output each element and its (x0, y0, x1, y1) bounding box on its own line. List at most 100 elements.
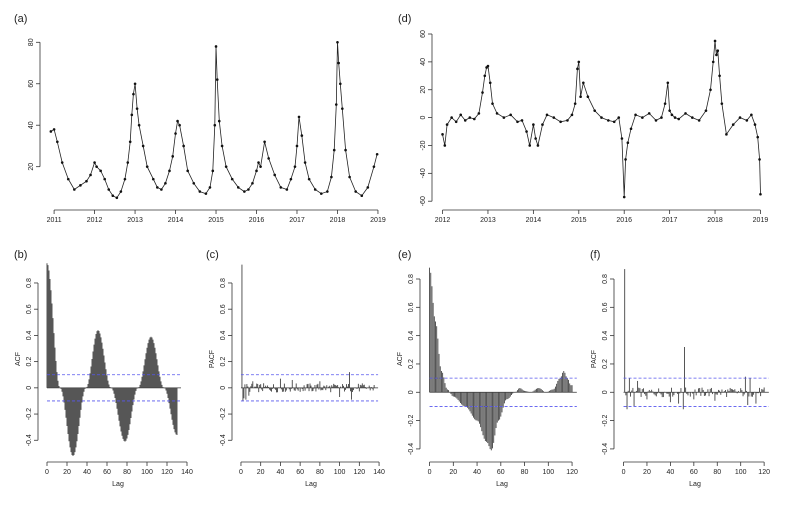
data-point (617, 116, 621, 119)
x-tick-label: 40 (666, 469, 674, 476)
x-tick-label: 2013 (480, 217, 496, 224)
data-point (285, 188, 289, 191)
data-point (208, 186, 212, 189)
data-point (103, 177, 106, 181)
x-tick-label: 2013 (127, 217, 143, 224)
x-tick-label: 0 (45, 469, 49, 476)
x-tick-label: 80 (316, 469, 324, 476)
data-point (654, 119, 658, 122)
x-tick-label: 80 (521, 469, 529, 476)
y-axis-title-e: ACF (397, 352, 404, 366)
y-tick-label: 0.6 (220, 304, 227, 314)
y-tick-label: -20 (420, 140, 427, 150)
y-tick-label: 40 (420, 58, 427, 66)
x-tick-label: 20 (643, 469, 651, 476)
data-point (66, 177, 70, 181)
data-point (593, 109, 596, 112)
data-point (326, 190, 329, 193)
data-point (178, 123, 181, 127)
y-tick-label: 0.2 (220, 357, 227, 367)
data-point (215, 78, 219, 81)
data-point (247, 188, 250, 191)
panel-e: (e) -0.4 -0.2 0 0.2 0.4 0.6 0.8 0 20 40 60 80 100 120 L… (397, 249, 578, 488)
panel-label-e: (e) (398, 249, 411, 261)
data-point (332, 148, 336, 152)
data-point (213, 123, 217, 127)
x-tick-label: 0 (239, 469, 243, 476)
data-point (300, 134, 304, 137)
x-tick-label: 2017 (289, 217, 305, 224)
data-point (673, 116, 677, 119)
x-tick-label: 2016 (249, 217, 265, 224)
y-tick-label: 0 (220, 386, 227, 390)
data-point (582, 81, 585, 85)
data-point (459, 113, 463, 117)
data-point (176, 119, 179, 123)
data-point (198, 190, 202, 193)
data-point (243, 190, 246, 193)
x-tick-label: 60 (690, 469, 698, 476)
data-point (566, 119, 569, 122)
y-tick-label: 20 (28, 163, 35, 171)
x-tick-label: 0 (622, 469, 626, 476)
data-point (366, 186, 370, 189)
x-tick-label: 60 (497, 469, 505, 476)
panel-f: (f) -0.4 -0.2 0 0.2 0.4 0.6 0.8 0 20 40 60 80 100 120 L… (590, 249, 770, 488)
data-point (711, 60, 715, 64)
panel-a: (a) 20 40 60 80 2011 2012 2013 2014 2015 2016 2017 2… (14, 13, 386, 224)
data-point (486, 64, 490, 68)
data-point (93, 161, 96, 164)
data-point (607, 119, 610, 122)
y-tick-label: 20 (420, 86, 427, 94)
data-point (663, 102, 667, 105)
data-point (579, 95, 582, 99)
data-point (441, 133, 444, 136)
x-axis-title-b: Lag (112, 481, 124, 488)
data-point (130, 113, 134, 117)
data-point (217, 119, 221, 123)
x-axis-title-c: Lag (305, 481, 317, 488)
data-point (536, 144, 540, 147)
x-tick-label: 2016 (616, 217, 632, 224)
data-point (133, 82, 137, 86)
data-point (141, 144, 145, 148)
data-point (704, 109, 708, 112)
data-point (481, 91, 484, 94)
data-point (670, 113, 674, 117)
data-point (354, 190, 357, 193)
x-tick-label: 2012 (87, 217, 103, 224)
y-tick-label: -60 (420, 196, 427, 206)
x-tick-label: 2019 (370, 217, 386, 224)
y-tick-label: 0.2 (408, 359, 415, 369)
data-point (360, 194, 364, 198)
data-point (293, 165, 297, 168)
data-point (483, 74, 487, 78)
data-point (666, 81, 670, 85)
data-point (731, 123, 735, 126)
y-tick-label: 0.8 (220, 278, 227, 288)
x-tick-label: 140 (373, 469, 385, 476)
data-point (273, 173, 277, 177)
panel-c: (c) -0.4 -0.2 0 0.2 0.4 0.6 0.8 0 20 40 60 80 100 120 1… (206, 249, 385, 488)
data-point (236, 186, 240, 189)
data-point (528, 144, 532, 147)
x-tick-label: 120 (566, 469, 578, 476)
data-point (756, 135, 760, 139)
data-point (629, 127, 633, 131)
y-tick-label: -0.4 (602, 443, 609, 455)
y-tick-label: -0.4 (408, 443, 415, 455)
series-line-a (50, 42, 378, 199)
data-point (279, 186, 283, 189)
y-axis-title-b: ACF (15, 352, 22, 366)
panel-label-a: (a) (14, 13, 27, 25)
y-tick-label: -0.4 (26, 434, 33, 446)
data-point (214, 45, 218, 48)
data-point (211, 169, 215, 173)
data-point (495, 112, 499, 115)
data-point (204, 192, 208, 195)
data-point (171, 155, 175, 158)
y-tick-label: 0.6 (602, 302, 609, 312)
data-point (691, 116, 694, 119)
data-point (586, 95, 590, 99)
